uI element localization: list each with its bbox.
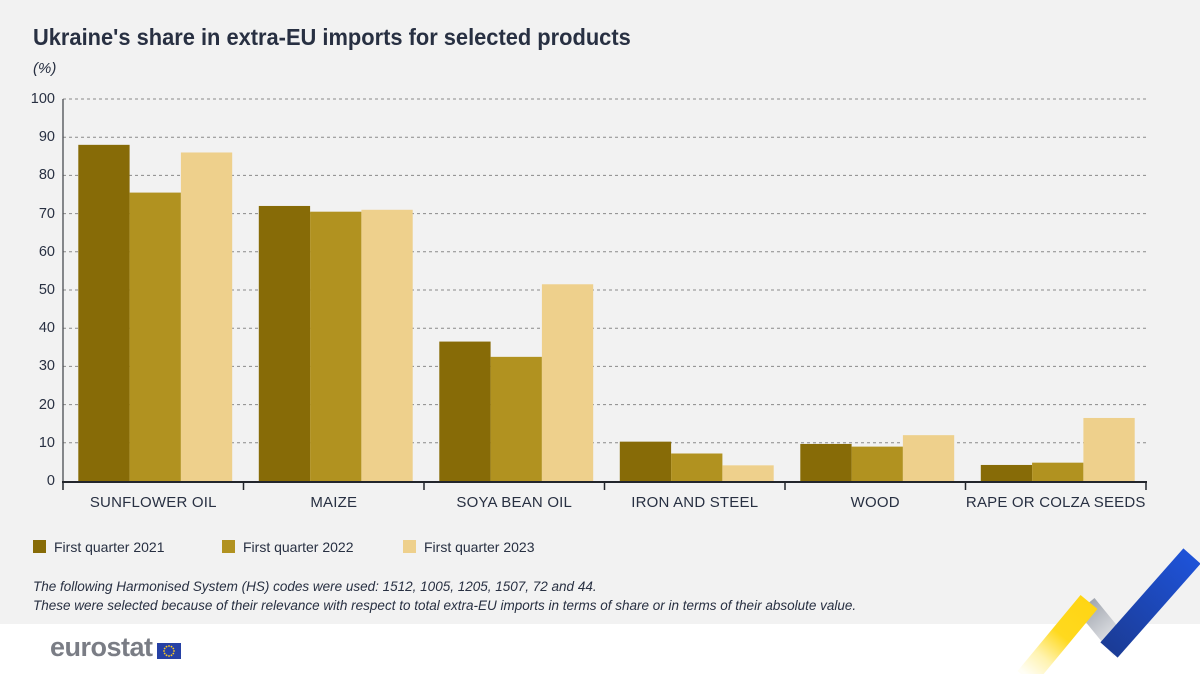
legend-swatch-first-quarter-2023 — [403, 540, 416, 553]
flag-star — [163, 647, 166, 649]
eurostat-logo-text: eurostat — [50, 632, 153, 662]
eu-flag-icon — [156, 642, 181, 659]
legend-label-first-quarter-2023: First quarter 2023 — [424, 538, 535, 555]
y-axis-tick-label-30: 30 — [38, 358, 55, 375]
legend-item-first-quarter-2021: First quarter 2021 — [33, 538, 165, 555]
y-axis-tick-label-90: 90 — [38, 129, 55, 146]
y-axis-tick-label-20: 20 — [38, 396, 55, 413]
legend-label-first-quarter-2021: First quarter 2021 — [54, 538, 165, 555]
footnote-line-1: The following Harmonised System (HS) cod… — [33, 579, 597, 594]
legend-item-first-quarter-2023: First quarter 2023 — [403, 538, 535, 555]
flag-star — [165, 645, 167, 648]
flag-star — [162, 649, 165, 652]
flag-star — [172, 649, 175, 652]
category-label-sunflower-oil: SUNFLOWER OIL — [89, 494, 217, 511]
category-label-maize: MAIZE — [310, 494, 358, 511]
y-axis-tick-label-100: 100 — [30, 91, 55, 107]
legend-swatch-first-quarter-2021 — [33, 540, 46, 553]
y-axis-tick-label-70: 70 — [38, 205, 55, 222]
flag-star — [171, 652, 174, 654]
category-label-soya-bean-oil: SOYA BEAN OIL — [456, 494, 573, 511]
flag-star — [171, 647, 174, 649]
chart-unit-label: (%) — [33, 60, 57, 77]
flag-star — [170, 645, 172, 648]
footer-strip — [0, 624, 1200, 674]
y-axis-tick-label-80: 80 — [38, 167, 55, 184]
flag-star — [167, 654, 170, 657]
y-axis-tick-label-10: 10 — [38, 434, 55, 451]
category-label-iron-and-steel: IRON AND STEEL — [631, 494, 759, 511]
category-label-rape-or-colza-seeds: RAPE OR COLZA SEEDS — [965, 494, 1146, 511]
flag-star — [163, 652, 166, 654]
y-axis-tick-label-60: 60 — [38, 243, 55, 260]
y-axis-tick-label-40: 40 — [38, 320, 55, 337]
flag-star — [170, 653, 172, 656]
legend-swatch-first-quarter-2022 — [222, 540, 235, 553]
flag-star — [167, 644, 170, 647]
eurostat-logo: eurostat — [50, 634, 181, 661]
footnote-line-2: These were selected because of their rel… — [33, 598, 857, 613]
y-axis-tick-label-50: 50 — [38, 282, 55, 298]
chart-title: Ukraine's share in extra-EU imports for … — [33, 24, 631, 50]
legend-item-first-quarter-2022: First quarter 2022 — [222, 538, 354, 555]
legend-label-first-quarter-2022: First quarter 2022 — [243, 538, 354, 555]
flag-star — [165, 653, 167, 656]
category-label-wood: WOOD — [850, 494, 900, 511]
y-axis-tick-label-0: 0 — [46, 473, 55, 489]
